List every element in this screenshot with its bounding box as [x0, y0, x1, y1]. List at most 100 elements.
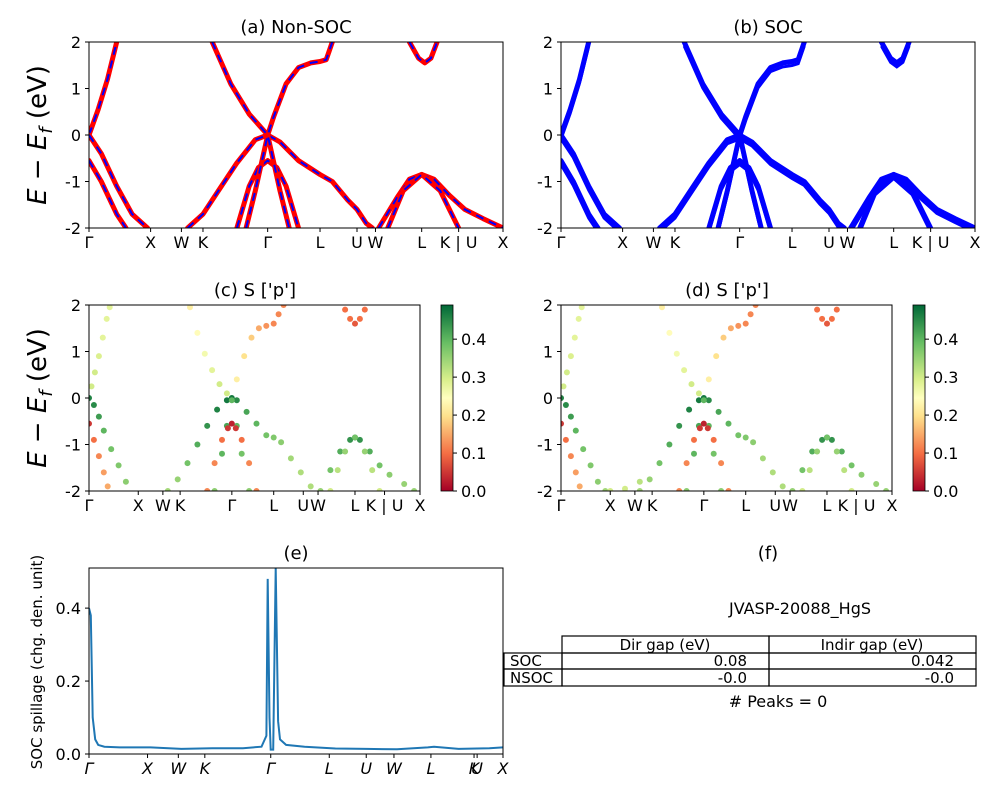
- projection-point: [686, 406, 693, 413]
- colorbar-tick-label: 0.2: [933, 406, 958, 425]
- projection-point: [95, 353, 102, 360]
- panel-b-title: (b) SOC: [733, 17, 802, 38]
- colorbar-d: 0.0 0.1 0.2 0.3 0.4: [912, 304, 958, 501]
- projection-point: [779, 483, 786, 490]
- band-line-split: [561, 138, 618, 228]
- band-line: [857, 172, 934, 228]
- projection-point: [317, 488, 324, 491]
- band-line-dashed: [386, 173, 460, 228]
- projection-point: [342, 306, 349, 313]
- projection-point: [243, 408, 250, 415]
- y-tick-label: 0.4: [56, 599, 81, 618]
- band-line: [657, 132, 847, 228]
- projection-point: [799, 467, 806, 474]
- projection-point: [89, 420, 92, 427]
- axes-frame: [88, 567, 504, 755]
- x-tick-label: L: [417, 233, 426, 252]
- x-tick-label: W: [386, 759, 403, 778]
- projection-point: [561, 383, 567, 390]
- y-tick-label: 0: [543, 389, 553, 408]
- y-tick-label: -2: [65, 219, 81, 238]
- projection-point: [718, 488, 725, 491]
- x-tick-label: U: [297, 496, 309, 515]
- projection-point: [224, 425, 231, 432]
- projection-point: [814, 448, 821, 455]
- x-tick-label: U: [471, 759, 483, 778]
- colorbar-tick-label: 0.3: [933, 368, 958, 387]
- band-line-split: [717, 138, 762, 228]
- projection-point: [201, 350, 208, 357]
- projection-point: [356, 436, 363, 443]
- projection-point: [683, 460, 690, 467]
- band-line-dashed: [186, 133, 374, 228]
- x-tick-label: U: [823, 233, 835, 252]
- row-nsoc-label: NSOC: [510, 669, 553, 687]
- x-tick-label: L: [823, 496, 832, 515]
- band-line-split: [859, 176, 931, 228]
- x-tick-label: X: [497, 759, 510, 778]
- row-soc-dir: 0.08: [714, 652, 747, 670]
- x-tick-label: K: [647, 496, 658, 515]
- projection-point: [799, 488, 806, 491]
- projection-point: [666, 329, 673, 336]
- projection-point: [636, 488, 643, 491]
- projection-point: [673, 350, 680, 357]
- projection-point: [347, 436, 354, 443]
- projection-point: [241, 353, 248, 360]
- projection-point: [718, 460, 725, 467]
- projection-point: [720, 334, 727, 341]
- x-tick-label: W: [627, 496, 643, 515]
- energy-ylabel-bottom: E − Ef (eV): [23, 328, 57, 468]
- projection-point: [307, 483, 314, 490]
- projection-point: [695, 397, 702, 404]
- y-tick-label: 2: [543, 33, 553, 52]
- x-tick-label: L: [316, 233, 325, 252]
- axes-frame: [560, 304, 893, 492]
- system-name: JVASP-20088_HgS: [728, 599, 871, 619]
- projection-point: [327, 488, 334, 491]
- band-line-split: [708, 162, 771, 228]
- projection-point: [824, 434, 830, 441]
- projection-point: [572, 469, 579, 476]
- energy-ylabel-top-sub: f: [36, 125, 57, 134]
- projection-point: [580, 446, 587, 453]
- x-tick-label: W: [173, 233, 189, 252]
- x-tick-label: K | U: [440, 233, 478, 252]
- x-tick-label: U: [769, 496, 781, 515]
- projection-point: [100, 469, 107, 476]
- projection-point: [386, 471, 393, 478]
- projection-point: [369, 467, 376, 474]
- y-tick-label: 1: [71, 343, 81, 362]
- band-line: [706, 158, 773, 228]
- projection-point: [646, 476, 653, 483]
- projection-point: [232, 425, 239, 432]
- x-tick-label: Γ: [699, 496, 708, 515]
- band-line-dashed: [89, 134, 149, 228]
- projection-point: [819, 315, 826, 322]
- x-tick-label: X: [145, 233, 156, 252]
- projection-point: [347, 315, 354, 322]
- projection-point: [366, 448, 373, 455]
- band-line-split: [880, 45, 911, 69]
- x-tick-label: Γ: [85, 496, 94, 515]
- projection-point: [376, 488, 383, 491]
- x-tick-label: U: [360, 759, 372, 778]
- projection-point: [219, 436, 225, 443]
- projection-point: [238, 450, 245, 457]
- projection-point: [275, 311, 282, 318]
- colorbar-tick-label: 0.4: [933, 330, 958, 349]
- band-line: [209, 42, 335, 138]
- band-line: [561, 42, 592, 138]
- x-tick-label: X: [970, 233, 981, 252]
- projection-point: [725, 488, 732, 491]
- projection-point: [95, 453, 102, 460]
- projection-point: [361, 448, 368, 455]
- panel-d-title: (d) S ['p']: [685, 280, 769, 301]
- y-tick-label: -2: [65, 482, 81, 501]
- energy-ylabel-top-main: E − E: [23, 133, 53, 205]
- projection-point: [280, 305, 287, 308]
- projection-point: [607, 488, 614, 491]
- projection-point: [164, 488, 171, 491]
- gap-table: [503, 635, 977, 687]
